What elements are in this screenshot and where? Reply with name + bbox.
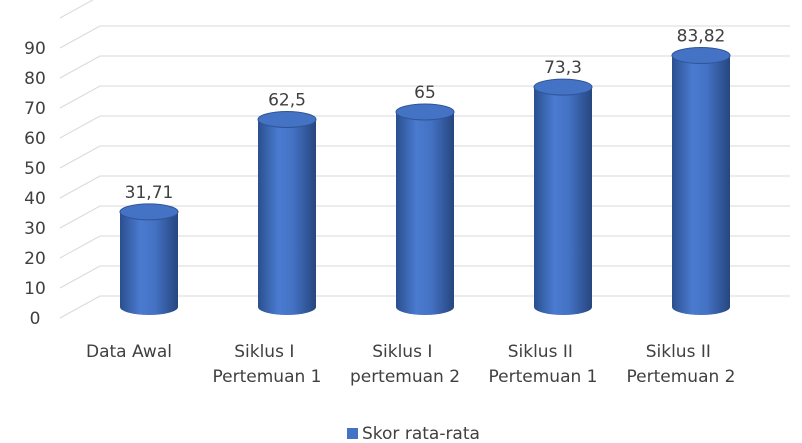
grid-line: [59, 25, 790, 49]
y-tick-label: 90: [24, 39, 46, 59]
y-tick-label: 40: [24, 189, 46, 209]
bar: [119, 203, 179, 315]
bar-top: [257, 111, 317, 128]
x-tick-label: Siklus II Pertemuan 2: [627, 342, 736, 387]
y-tick-label: 80: [24, 69, 46, 89]
bar: [671, 47, 731, 315]
data-label: 62,5: [268, 91, 306, 111]
bar-top: [533, 78, 593, 96]
y-tick-label: 60: [24, 129, 46, 149]
legend-swatch: [347, 428, 358, 439]
x-tick-label: Data Awal: [86, 342, 172, 362]
bar-body: [672, 55, 730, 315]
y-tick-label: 50: [24, 159, 46, 179]
bar-body: [120, 211, 178, 315]
data-label: 83,82: [677, 27, 726, 47]
bar-body: [396, 112, 454, 315]
x-tick-label: Siklus I pertemuan 2: [350, 342, 460, 387]
y-tick-label: 10: [24, 279, 46, 299]
y-tick-label: 30: [24, 219, 46, 239]
bar: [257, 111, 317, 315]
bar-body: [534, 87, 592, 315]
data-label: 31,71: [125, 183, 174, 203]
bar: [395, 103, 455, 315]
bar-body: [258, 119, 316, 315]
x-tick-label: Siklus I Pertemuan 1: [213, 342, 322, 387]
grid-line: [59, 0, 94, 19]
data-label: 65: [414, 83, 436, 103]
data-label: 73,3: [544, 58, 582, 78]
y-tick-label: 70: [24, 99, 46, 119]
bar-top: [671, 47, 731, 65]
legend-label: Skor rata-rata: [362, 424, 480, 443]
y-tick-label: 20: [24, 249, 46, 269]
x-tick-label: Siklus II Pertemuan 1: [489, 342, 598, 387]
bar: [533, 78, 593, 315]
bar-top: [119, 203, 179, 221]
y-tick-label: 0: [30, 309, 41, 329]
grid-line: [59, 55, 790, 79]
bar-top: [395, 103, 455, 121]
